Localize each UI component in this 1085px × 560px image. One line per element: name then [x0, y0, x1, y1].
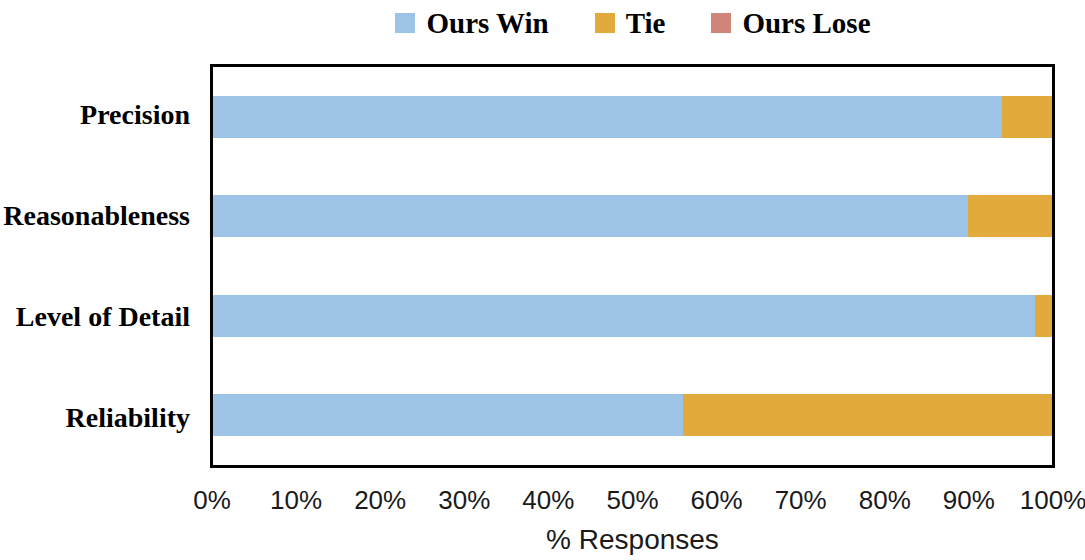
bar-segment-reasonableness-tie: [968, 195, 1052, 237]
x-tick-label-50-: 50%: [606, 486, 658, 515]
legend: Ours Win Tie Ours Lose: [212, 2, 1054, 44]
bar-stack-reasonableness: [213, 195, 1052, 237]
x-tick-label-70-: 70%: [775, 486, 827, 515]
x-tick-label-20-: 20%: [354, 486, 406, 515]
bar-row-reasonableness: [213, 167, 1052, 267]
x-tick-label-100-: 100%: [1020, 486, 1085, 515]
bar-segment-level-of-detail-tie: [1035, 295, 1052, 337]
x-tick-label-40-: 40%: [522, 486, 574, 515]
bar-stack-level-of-detail: [213, 295, 1052, 337]
bar-segment-level-of-detail-ours-win: [213, 295, 1035, 337]
legend-item-ours-win: Ours Win: [395, 9, 548, 38]
x-axis-title: % Responses: [212, 524, 1053, 556]
bar-stack-reliability: [213, 394, 1052, 436]
bar-segment-reliability-tie: [683, 394, 1052, 436]
x-tick-label-60-: 60%: [691, 486, 743, 515]
category-label-precision: Precision: [0, 64, 190, 165]
bar-stack-precision: [213, 96, 1052, 138]
legend-label-ours-win: Ours Win: [426, 9, 548, 38]
legend-label-ours-lose: Ours Lose: [742, 9, 870, 38]
x-tick-label-10-: 10%: [270, 486, 322, 515]
bar-row-level-of-detail: [213, 266, 1052, 366]
legend-swatch-tie: [595, 13, 615, 33]
y-axis-category-labels: PrecisionReasonablenessLevel of DetailRe…: [0, 64, 190, 468]
legend-item-ours-lose: Ours Lose: [711, 9, 870, 38]
legend-item-tie: Tie: [595, 9, 666, 38]
bar-row-reliability: [213, 366, 1052, 466]
bar-segment-reasonableness-ours-win: [213, 195, 968, 237]
x-tick-label-90-: 90%: [943, 486, 995, 515]
legend-swatch-ours-win: [395, 13, 415, 33]
stacked-bar-chart: Ours Win Tie Ours Lose PrecisionReasonable…: [0, 0, 1085, 560]
category-label-level-of-detail: Level of Detail: [0, 266, 190, 367]
category-label-reasonableness: Reasonableness: [0, 165, 190, 266]
category-label-reliability: Reliability: [0, 367, 190, 468]
x-tick-label-30-: 30%: [438, 486, 490, 515]
legend-swatch-ours-lose: [711, 13, 731, 33]
x-tick-label-80-: 80%: [859, 486, 911, 515]
x-axis-ticks: 0%10%20%30%40%50%60%70%80%90%100%: [212, 486, 1053, 518]
legend-label-tie: Tie: [626, 9, 666, 38]
bar-segment-precision-tie: [1002, 96, 1052, 138]
x-tick-label-0-: 0%: [193, 486, 231, 515]
bar-segment-reliability-ours-win: [213, 394, 683, 436]
bar-segment-precision-ours-win: [213, 96, 1002, 138]
plot-area: [210, 64, 1055, 468]
bar-row-precision: [213, 67, 1052, 167]
